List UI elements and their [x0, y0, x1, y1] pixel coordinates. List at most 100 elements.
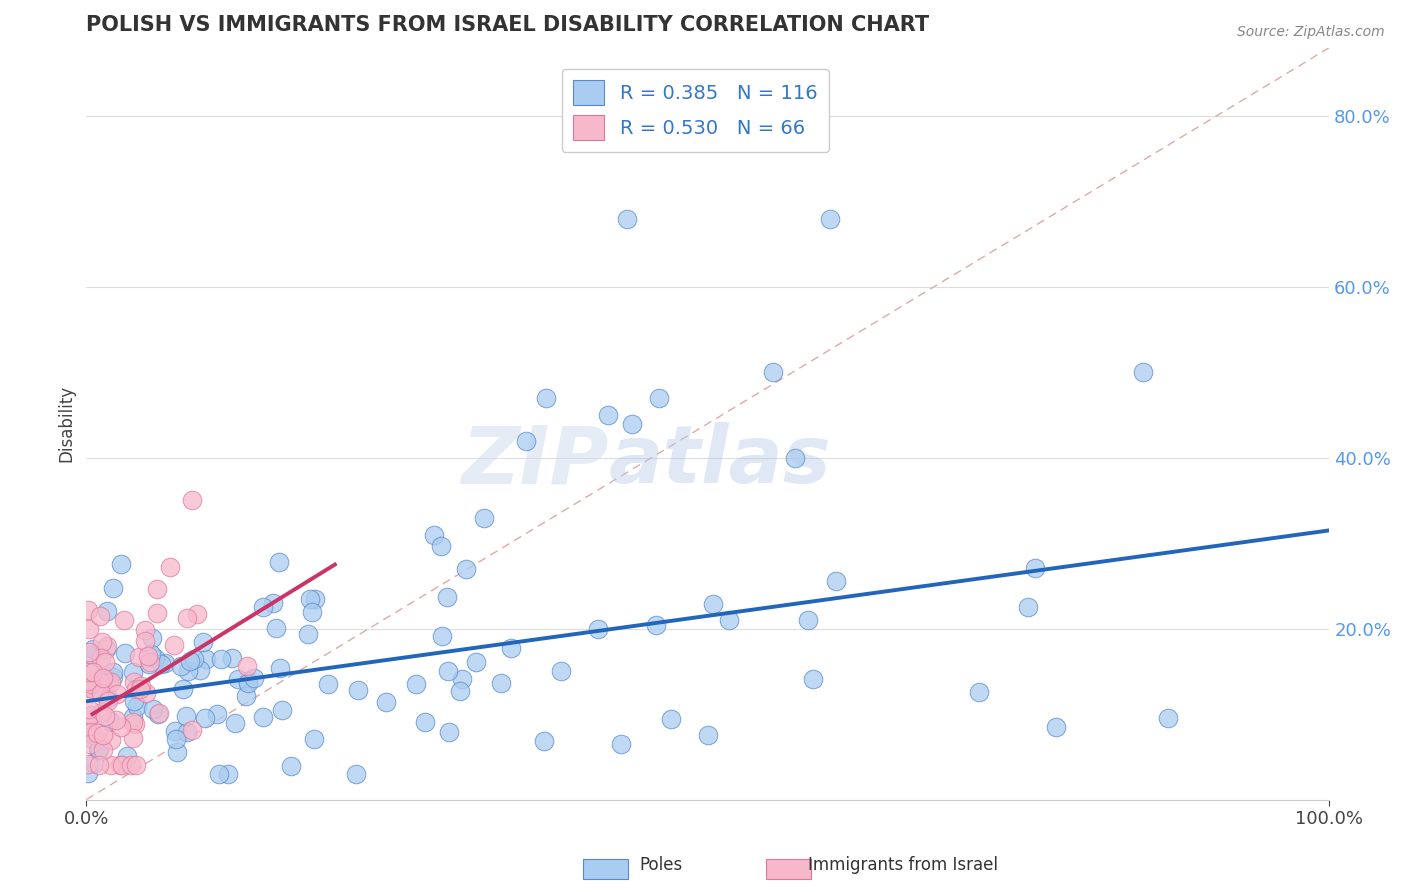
- Point: [347, 683, 370, 698]
- Point: [298, 591, 321, 606]
- Point: [100, 758, 122, 772]
- Point: [170, 659, 193, 673]
- Point: [80, 724, 103, 739]
- Point: [97, 690, 120, 705]
- Point: [316, 677, 339, 691]
- Point: [304, 592, 326, 607]
- Point: [172, 681, 194, 696]
- Point: [271, 703, 294, 717]
- Point: [122, 731, 145, 745]
- Point: [1045, 720, 1067, 734]
- Point: [142, 702, 165, 716]
- Point: [139, 647, 162, 661]
- Text: POLISH VS IMMIGRANTS FROM ISRAEL DISABILITY CORRELATION CHART: POLISH VS IMMIGRANTS FROM ISRAEL DISABIL…: [86, 15, 929, 35]
- Point: [115, 749, 138, 764]
- Point: [188, 663, 211, 677]
- Point: [76, 603, 98, 617]
- Point: [112, 613, 135, 627]
- Point: [454, 562, 477, 576]
- Point: [598, 408, 620, 422]
- Point: [91, 635, 114, 649]
- Point: [101, 669, 124, 683]
- Point: [87, 742, 110, 756]
- Point: [97, 693, 120, 707]
- Point: [344, 767, 367, 781]
- Point: [177, 664, 200, 678]
- Point: [91, 743, 114, 757]
- Point: [89, 675, 111, 690]
- Point: [77, 673, 100, 688]
- Point: [120, 758, 142, 772]
- Point: [620, 417, 643, 431]
- Point: [94, 655, 117, 669]
- Point: [166, 746, 188, 760]
- Point: [150, 657, 173, 671]
- Point: [87, 758, 110, 772]
- Point: [77, 702, 100, 716]
- Point: [141, 631, 163, 645]
- Point: [122, 710, 145, 724]
- Point: [134, 623, 156, 637]
- Point: [550, 664, 572, 678]
- Point: [269, 555, 291, 569]
- Point: [451, 672, 474, 686]
- Point: [86, 726, 108, 740]
- Point: [165, 731, 187, 746]
- Text: Poles: Poles: [640, 855, 683, 873]
- Point: [105, 687, 128, 701]
- Point: [76, 757, 98, 772]
- Point: [1156, 711, 1178, 725]
- Point: [209, 651, 232, 665]
- Point: [796, 613, 818, 627]
- Point: [238, 674, 260, 689]
- Point: [129, 681, 152, 696]
- Point: [718, 613, 741, 627]
- Point: [94, 641, 117, 656]
- Point: [430, 539, 453, 553]
- Point: [588, 623, 610, 637]
- Point: [221, 651, 243, 665]
- Point: [153, 657, 176, 671]
- Point: [236, 676, 259, 690]
- Point: [82, 641, 104, 656]
- Point: [124, 674, 146, 689]
- Point: [236, 659, 259, 673]
- Point: [1017, 600, 1039, 615]
- Point: [375, 695, 398, 709]
- Point: [139, 655, 162, 669]
- Point: [82, 728, 104, 742]
- Point: [94, 709, 117, 723]
- Point: [82, 665, 104, 679]
- Text: Immigrants from Israel: Immigrants from Israel: [808, 855, 998, 873]
- Point: [801, 673, 824, 687]
- Point: [146, 707, 169, 722]
- Point: [179, 654, 201, 668]
- Point: [129, 679, 152, 693]
- Point: [405, 677, 427, 691]
- Point: [90, 686, 112, 700]
- Point: [91, 728, 114, 742]
- Point: [124, 717, 146, 731]
- Point: [90, 705, 112, 719]
- Point: [146, 607, 169, 621]
- Point: [114, 646, 136, 660]
- Point: [82, 682, 104, 697]
- Point: [105, 713, 128, 727]
- Point: [208, 767, 231, 781]
- Point: [89, 609, 111, 624]
- Point: [181, 723, 204, 737]
- Point: [266, 621, 288, 635]
- Point: [491, 676, 513, 690]
- Point: [186, 607, 208, 621]
- Point: [159, 559, 181, 574]
- Point: [449, 684, 471, 698]
- Point: [76, 713, 98, 727]
- Point: [533, 734, 555, 748]
- Point: [262, 596, 284, 610]
- Point: [127, 699, 149, 714]
- Point: [76, 765, 98, 780]
- Point: [465, 655, 488, 669]
- Point: [101, 581, 124, 595]
- Point: [818, 211, 841, 226]
- Point: [145, 650, 167, 665]
